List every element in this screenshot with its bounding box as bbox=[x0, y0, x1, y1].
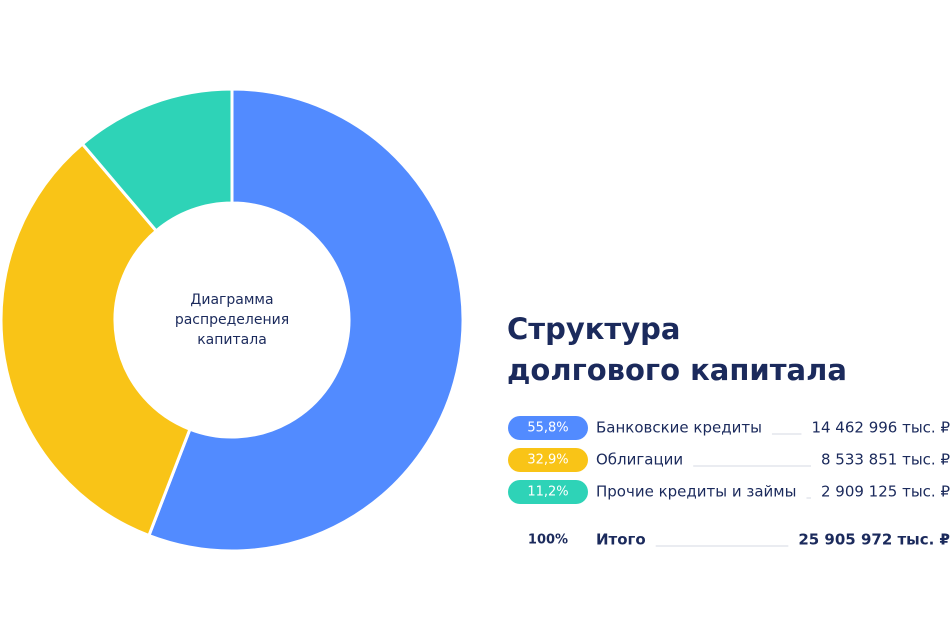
share-pill bbox=[508, 416, 588, 440]
share-pill bbox=[508, 448, 588, 472]
chart-title: Структура bbox=[507, 312, 680, 346]
category-label: Облигации bbox=[596, 451, 683, 469]
share-label: 55,8% bbox=[527, 421, 568, 436]
share-label: 11,2% bbox=[527, 485, 568, 500]
center-label: распределения bbox=[175, 312, 289, 328]
total-amount: 25 905 972 тыс. ₽ bbox=[798, 531, 950, 549]
share-pill bbox=[508, 480, 588, 504]
center-label: капитала bbox=[197, 332, 267, 348]
donut-slice bbox=[80, 87, 234, 233]
share-label: 32,9% bbox=[527, 453, 568, 468]
total-label: Итого bbox=[596, 531, 646, 549]
category-label: Прочие кредиты и займы bbox=[596, 483, 796, 501]
donut-slice bbox=[0, 142, 192, 538]
total-share: 100% bbox=[528, 533, 568, 548]
center-label: Диаграмма bbox=[190, 292, 273, 308]
amount: 2 909 125 тыс. ₽ bbox=[821, 483, 950, 501]
donut-slice bbox=[147, 87, 465, 553]
amount: 8 533 851 тыс. ₽ bbox=[821, 451, 950, 469]
amount: 14 462 996 тыс. ₽ bbox=[811, 419, 950, 437]
chart-title: долгового капитала bbox=[507, 353, 847, 387]
category-label: Банковские кредиты bbox=[596, 419, 762, 437]
